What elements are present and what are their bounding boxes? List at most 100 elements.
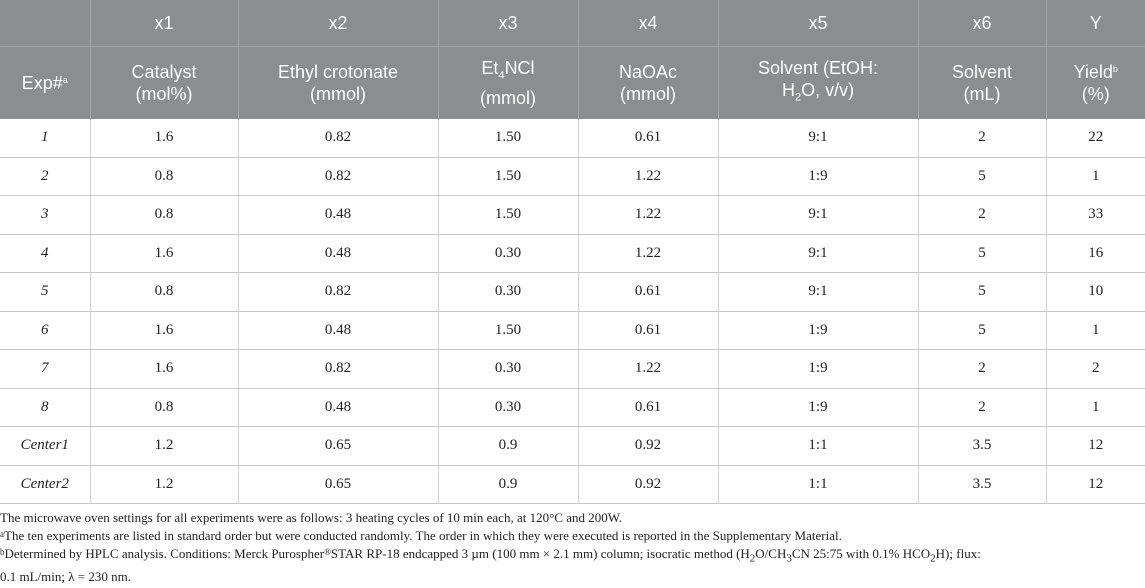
ethyl-crotonate-cell: 0.82 xyxy=(238,272,439,312)
header-exp: Exp#a xyxy=(0,46,91,119)
solvent-volume-cell: 2 xyxy=(918,388,1047,427)
et4ncl-cell: 0.30 xyxy=(438,234,579,273)
solvent-volume-cell: 2 xyxy=(918,195,1047,235)
catalyst-cell: 0.8 xyxy=(90,388,239,427)
header-naoac: NaOAc (mmol) xyxy=(578,46,719,119)
et4ncl-cell: 0.9 xyxy=(438,465,579,504)
header-solvent-volume: Solvent (mL) xyxy=(918,46,1047,119)
catalyst-cell: 1.2 xyxy=(90,426,239,466)
header-solvent-ratio: Solvent (EtOH: H2O, v/v) xyxy=(718,46,919,119)
yield-cell: 1 xyxy=(1046,157,1145,196)
var-header-x6: x6 xyxy=(918,0,1047,47)
table-row: Center2 1.2 0.65 0.9 0.92 1:1 3.5 12 xyxy=(0,465,1145,504)
solvent-volume-cell: 3.5 xyxy=(918,426,1047,466)
solvent-ratio-cell: 1:1 xyxy=(718,426,919,466)
solvent-ratio-cell: 1:9 xyxy=(718,349,919,389)
header-yield: Yieldb (%) xyxy=(1046,46,1145,119)
table-row: 8 0.8 0.48 0.30 0.61 1:9 2 1 xyxy=(0,388,1145,427)
exp-cell: Center2 xyxy=(0,465,91,504)
exp-cell: 5 xyxy=(0,272,91,312)
table-row: 2 0.8 0.82 1.50 1.22 1:9 5 1 xyxy=(0,157,1145,196)
header-ethyl-crotonate: Ethyl crotonate (mmol) xyxy=(238,46,439,119)
ethyl-crotonate-cell: 0.65 xyxy=(238,465,439,504)
exp-cell: 4 xyxy=(0,234,91,273)
column-name-row: Exp#a Catalyst (mol%) Ethyl crotonate (mmo… xyxy=(0,46,1145,119)
var-header-empty xyxy=(0,0,91,47)
exp-cell: 6 xyxy=(0,311,91,350)
solvent-ratio-cell: 9:1 xyxy=(718,234,919,273)
et4ncl-cell: 0.30 xyxy=(438,388,579,427)
table-row: 1 1.6 0.82 1.50 0.61 9:1 2 22 xyxy=(0,119,1145,158)
solvent-volume-cell: 2 xyxy=(918,349,1047,389)
ethyl-crotonate-cell: 0.48 xyxy=(238,388,439,427)
naoac-cell: 0.92 xyxy=(578,426,719,466)
solvent-ratio-cell: 9:1 xyxy=(718,272,919,312)
ethyl-crotonate-cell: 0.82 xyxy=(238,119,439,158)
var-header-x2: x2 xyxy=(238,0,439,47)
naoac-cell: 1.22 xyxy=(578,195,719,235)
catalyst-cell: 1.6 xyxy=(90,349,239,389)
et4ncl-cell: 1.50 xyxy=(438,195,579,235)
table-row: 3 0.8 0.48 1.50 1.22 9:1 2 33 xyxy=(0,195,1145,235)
yield-cell: 16 xyxy=(1046,234,1145,273)
footnote-settings: The microwave oven settings for all expe… xyxy=(0,510,623,525)
table-body: 1 1.6 0.82 1.50 0.61 9:1 2 22 2 0.8 0.82 1.50 1.22 1:… xyxy=(0,119,1145,504)
solvent-volume-cell: 5 xyxy=(918,234,1047,273)
naoac-cell: 0.61 xyxy=(578,119,719,158)
ethyl-crotonate-cell: 0.65 xyxy=(238,426,439,466)
experiment-table: x1 x2 x3 x4 x5 x6 Y Exp#a Catalyst (mol%)… xyxy=(0,0,1145,504)
solvent-ratio-cell: 1:9 xyxy=(718,311,919,350)
solvent-volume-cell: 5 xyxy=(918,272,1047,312)
table-row: 7 1.6 0.82 0.30 1.22 1:9 2 2 xyxy=(0,349,1145,389)
table-row: 6 1.6 0.48 1.50 0.61 1:9 5 1 xyxy=(0,311,1145,350)
footnote-a: aThe ten experiments are listed in stand… xyxy=(0,528,842,543)
ethyl-crotonate-cell: 0.48 xyxy=(238,195,439,235)
var-header-x1: x1 xyxy=(90,0,239,47)
exp-cell: 1 xyxy=(0,119,91,158)
et4ncl-cell: 1.50 xyxy=(438,311,579,350)
var-header-y: Y xyxy=(1046,0,1145,47)
solvent-ratio-cell: 9:1 xyxy=(718,195,919,235)
ethyl-crotonate-cell: 0.48 xyxy=(238,311,439,350)
header-et4ncl: Et4NCl (mmol) xyxy=(438,46,579,119)
yield-cell: 22 xyxy=(1046,119,1145,158)
solvent-ratio-cell: 1:9 xyxy=(718,157,919,196)
catalyst-cell: 0.8 xyxy=(90,157,239,196)
yield-cell: 2 xyxy=(1046,349,1145,389)
yield-cell: 12 xyxy=(1046,426,1145,466)
table-row: Center1 1.2 0.65 0.9 0.92 1:1 3.5 12 xyxy=(0,426,1145,466)
yield-cell: 1 xyxy=(1046,388,1145,427)
et4ncl-cell: 0.30 xyxy=(438,272,579,312)
et4ncl-cell: 0.30 xyxy=(438,349,579,389)
catalyst-cell: 1.2 xyxy=(90,465,239,504)
et4ncl-cell: 1.50 xyxy=(438,157,579,196)
var-header-x5: x5 xyxy=(718,0,919,47)
ethyl-crotonate-cell: 0.48 xyxy=(238,234,439,273)
naoac-cell: 0.61 xyxy=(578,311,719,350)
variable-row: x1 x2 x3 x4 x5 x6 Y xyxy=(0,0,1145,47)
solvent-volume-cell: 5 xyxy=(918,157,1047,196)
catalyst-cell: 1.6 xyxy=(90,234,239,273)
naoac-cell: 1.22 xyxy=(578,234,719,273)
naoac-cell: 1.22 xyxy=(578,349,719,389)
exp-cell: 7 xyxy=(0,349,91,389)
naoac-cell: 1.22 xyxy=(578,157,719,196)
yield-cell: 33 xyxy=(1046,195,1145,235)
exp-cell: 3 xyxy=(0,195,91,235)
yield-cell: 10 xyxy=(1046,272,1145,312)
solvent-volume-cell: 2 xyxy=(918,119,1047,158)
var-header-x4: x4 xyxy=(578,0,719,47)
naoac-cell: 0.61 xyxy=(578,388,719,427)
catalyst-cell: 0.8 xyxy=(90,272,239,312)
footnote-b: bDetermined by HPLC analysis. Conditions… xyxy=(0,546,981,584)
ethyl-crotonate-cell: 0.82 xyxy=(238,349,439,389)
table-row: 4 1.6 0.48 0.30 1.22 9:1 5 16 xyxy=(0,234,1145,273)
solvent-ratio-cell: 1:1 xyxy=(718,465,919,504)
solvent-volume-cell: 5 xyxy=(918,311,1047,350)
exp-cell: 8 xyxy=(0,388,91,427)
ethyl-crotonate-cell: 0.82 xyxy=(238,157,439,196)
exp-cell: 2 xyxy=(0,157,91,196)
table-footnotes: The microwave oven settings for all expe… xyxy=(0,509,1145,586)
table-row: 5 0.8 0.82 0.30 0.61 9:1 5 10 xyxy=(0,272,1145,312)
et4ncl-cell: 1.50 xyxy=(438,119,579,158)
